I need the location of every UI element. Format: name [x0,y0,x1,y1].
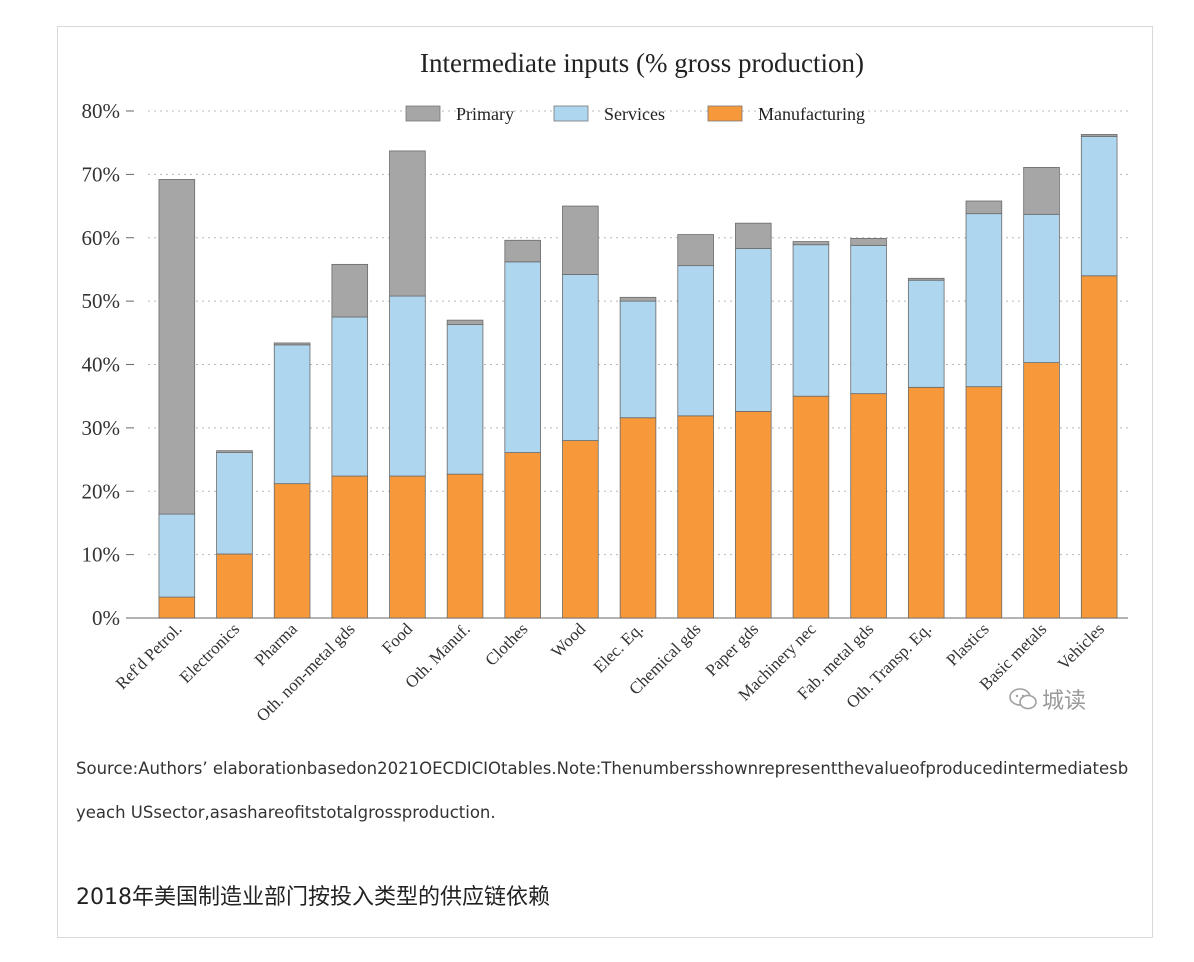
x-tick-label: Vehicles [1054,619,1108,673]
bar-services [907,279,945,388]
bar-services [677,265,714,417]
bar-services [389,295,426,477]
legend-label-services: Services [604,104,665,124]
bar-services [965,213,1003,388]
y-tick-label: 80% [82,99,121,123]
bar-services [1023,213,1060,363]
bar-services [1080,135,1118,277]
x-tick-label: Plastics [943,619,993,669]
x-tick-label: Food [378,619,417,658]
bar-manufacturing [331,475,369,619]
bar-manufacturing [1080,275,1118,619]
x-tick-label: Oth. non-metal gds [253,619,359,725]
bar-manufacturing [850,393,887,619]
x-tick-label: Ref'd Petrol. [112,619,186,693]
bar-manufacturing [446,473,484,619]
stacked-bar-chart: Intermediate inputs (% gross production)… [82,48,1128,725]
bar-services [562,274,599,441]
bar-manufacturing [504,452,541,619]
bars [158,134,1118,619]
x-tick-label: Paper gds [702,619,763,680]
bar-services [331,316,369,477]
bar-primary [446,319,484,325]
figure-card: Intermediate inputs (% gross production)… [57,26,1153,938]
x-tick-label: Electronics [176,619,244,687]
bar-primary [907,277,945,281]
bar-services [273,344,311,485]
bar-services [735,248,772,412]
legend: Primary Services Manufacturing [405,104,865,124]
y-axis-ticks: 0% 10% 20% 30% 40% 50% 60% 70% 80% [82,99,134,630]
legend-label-primary: Primary [456,104,514,124]
bar-manufacturing [273,483,311,619]
bar-manufacturing [158,596,196,619]
bar-manufacturing [216,553,253,619]
bar-services [792,244,830,397]
bar-primary [619,296,657,302]
y-tick-label: 10% [82,543,121,567]
bar-services [619,300,657,419]
bar-manufacturing [792,395,830,619]
watermark-text: 城读 [1042,689,1087,714]
bar-services [158,513,196,598]
bar-services [850,244,887,395]
y-tick-label: 40% [82,353,121,377]
bar-primary [216,450,253,453]
bar-manufacturing [562,440,599,619]
bar-manufacturing [1023,362,1060,619]
x-tick-label: Wood [547,619,589,661]
legend-label-manufacturing: Manufacturing [758,104,865,124]
y-tick-label: 0% [92,606,120,630]
bar-primary [1080,134,1118,137]
bar-primary [1023,167,1060,215]
bar-manufacturing [619,417,657,619]
y-tick-label: 60% [82,226,121,250]
x-tick-label: Clothes [481,619,531,669]
source-note: Source:Authors’ elaborationbasedon2021OE… [76,759,1129,822]
y-tick-label: 50% [82,289,121,313]
bar-primary [965,200,1003,215]
chart-title: Intermediate inputs (% gross production) [420,48,864,78]
bar-primary [389,150,426,297]
bar-primary [850,237,887,246]
bar-primary [562,205,599,275]
legend-swatch-services [553,105,589,122]
figure-caption: 2018年美国制造业部门按投入类型的供应链依赖 [76,885,550,910]
bar-manufacturing [965,386,1003,619]
bar-manufacturing [677,415,714,619]
bar-manufacturing [907,386,945,619]
bar-services [216,452,253,555]
bar-primary [735,222,772,249]
y-tick-label: 70% [82,162,121,186]
x-tick-label: Elec. Eq. [590,619,647,676]
wechat-icon [1009,688,1037,710]
legend-swatch-manufacturing [707,105,743,122]
bar-manufacturing [735,410,772,619]
bar-primary [792,241,830,246]
bar-primary [158,179,196,515]
legend-swatch-primary [405,105,441,122]
x-tick-label: Pharma [251,619,301,669]
bar-primary [504,239,541,263]
y-tick-label: 20% [82,479,121,503]
y-tick-label: 30% [82,416,121,440]
bar-services [446,324,484,475]
bar-primary [331,263,369,318]
bar-manufacturing [389,475,426,619]
bar-primary [273,342,311,346]
watermark: 城读 [1008,683,1086,715]
bar-services [504,261,541,453]
bar-primary [677,234,714,267]
